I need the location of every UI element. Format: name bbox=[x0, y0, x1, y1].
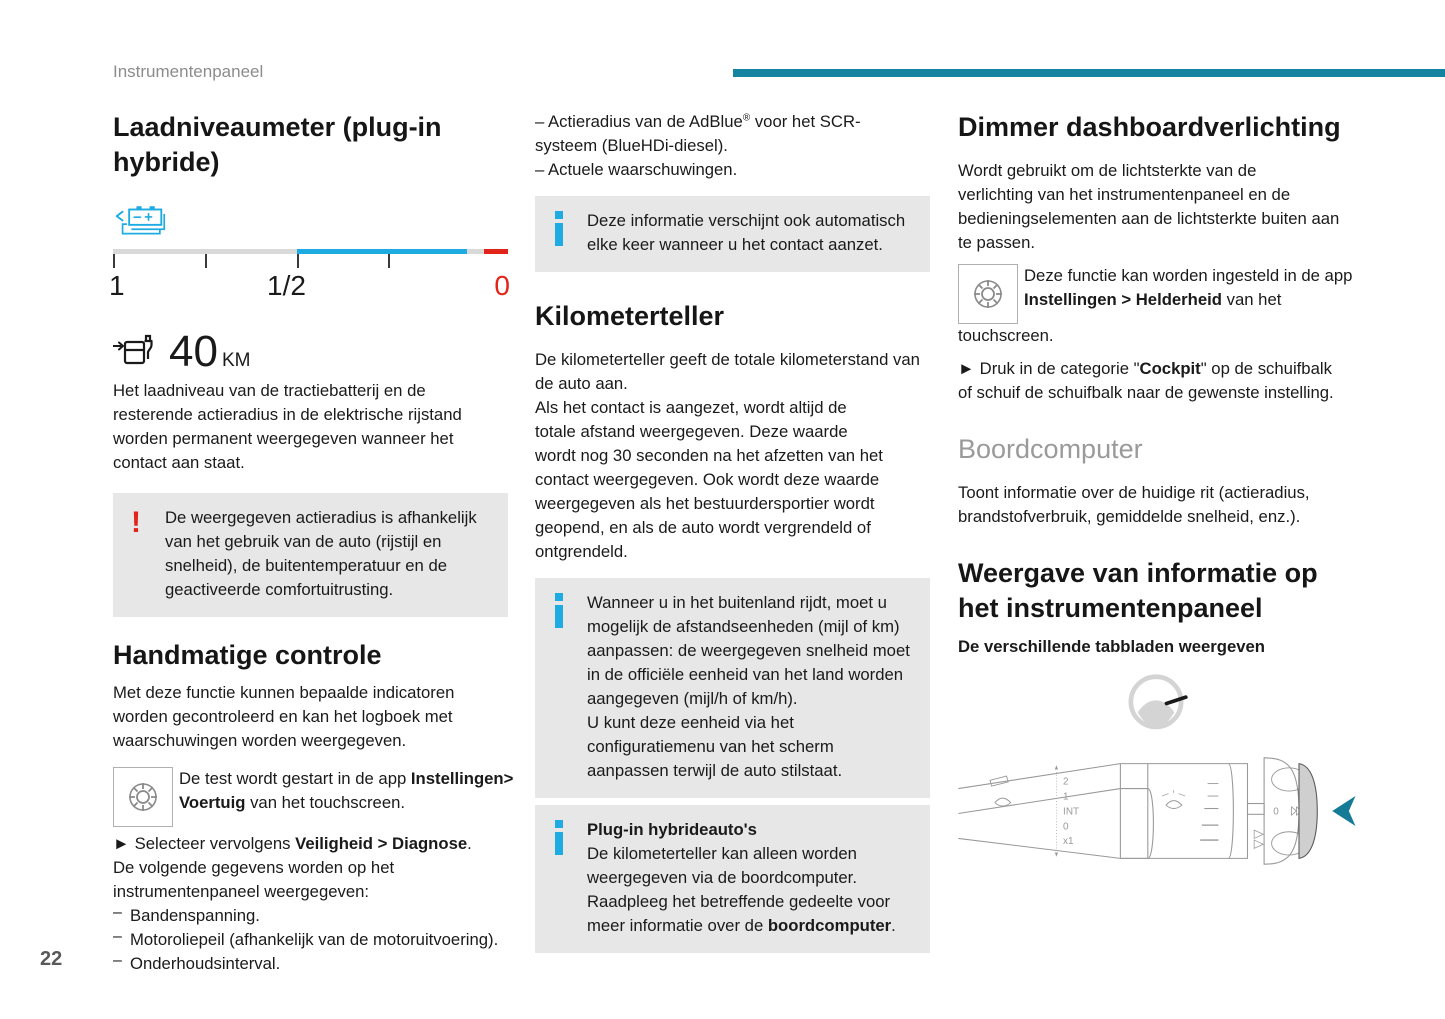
svg-text:0: 0 bbox=[1063, 822, 1069, 833]
svg-text:1: 1 bbox=[1063, 792, 1069, 803]
svg-text:0: 0 bbox=[1273, 807, 1279, 818]
svg-text:x1: x1 bbox=[1063, 837, 1074, 848]
svg-text:2: 2 bbox=[1063, 777, 1069, 788]
svg-text:INT: INT bbox=[1063, 807, 1079, 818]
